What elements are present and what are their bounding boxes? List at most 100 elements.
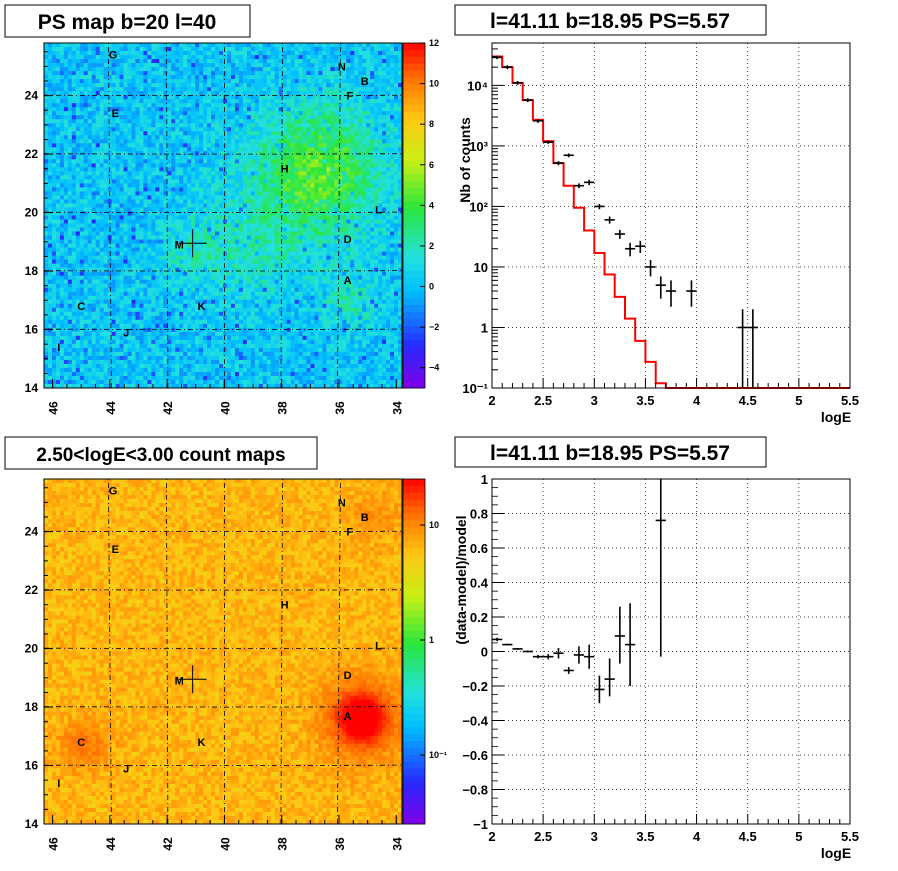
map-pixel [127, 203, 132, 208]
map-pixel [195, 311, 200, 317]
map-pixel [75, 283, 81, 289]
map-pixel [99, 207, 105, 212]
map-pixel [111, 159, 116, 164]
map-pixel [67, 311, 73, 317]
map-pixel [71, 315, 77, 321]
map-pixel [79, 319, 85, 325]
map-pixel [167, 119, 172, 124]
map-pixel [103, 139, 108, 144]
map-pixel [155, 335, 160, 341]
map-pixel [270, 383, 276, 389]
map-pixel [230, 115, 236, 120]
map-pixel [211, 315, 216, 321]
map-pixel [75, 103, 81, 108]
map-pixel [171, 167, 176, 172]
map-pixel [107, 219, 112, 224]
map-pixel [199, 207, 204, 212]
map-pixel [67, 195, 73, 200]
map-pixel [79, 207, 85, 212]
map-pixel [199, 283, 204, 289]
map-pixel [223, 155, 228, 160]
map-pixel [187, 219, 192, 224]
map-pixel [87, 151, 93, 156]
map-pixel [51, 267, 57, 273]
map-pixel [107, 155, 112, 160]
map-pixel [103, 259, 108, 264]
map-pixel [99, 203, 105, 208]
map-pixel [230, 347, 236, 353]
map-pixel [59, 91, 65, 96]
map-pixel [55, 111, 61, 116]
map-pixel [223, 115, 228, 120]
map-pixel [246, 191, 252, 196]
map-pixel [103, 331, 108, 337]
map-pixel [183, 303, 188, 309]
map-pixel [47, 119, 53, 124]
map-pixel [51, 115, 57, 120]
map-pixel [47, 87, 53, 92]
map-pixel [139, 235, 144, 240]
map-pixel [199, 303, 204, 309]
map-pixel [95, 255, 101, 260]
map-pixel [167, 375, 172, 381]
map-pixel [119, 231, 124, 236]
map-pixel [238, 247, 244, 252]
map-pixel [191, 383, 196, 389]
map-pixel [199, 147, 204, 152]
map-pixel [238, 323, 244, 329]
map-pixel [211, 119, 216, 124]
map-pixel [159, 171, 164, 176]
map-pixel [270, 71, 276, 76]
map-pixel [179, 167, 184, 172]
map-pixel [83, 243, 89, 248]
map-pixel [87, 147, 93, 152]
map-pixel [219, 343, 224, 349]
map-pixel [258, 127, 264, 132]
map-pixel [135, 171, 140, 176]
map-pixel [207, 167, 212, 172]
map-pixel [246, 55, 252, 60]
map-pixel [199, 199, 204, 204]
map-pixel [115, 99, 120, 104]
map-pixel [67, 327, 73, 333]
map-pixel [99, 239, 105, 244]
map-pixel [258, 231, 264, 236]
map-pixel [139, 347, 144, 353]
map-pixel [203, 219, 208, 224]
map-pixel [270, 359, 276, 365]
map-pixel [167, 99, 172, 104]
map-pixel [207, 131, 212, 136]
map-pixel [163, 167, 168, 172]
map-pixel [226, 99, 232, 104]
map-pixel [135, 103, 140, 108]
map-pixel [270, 95, 276, 100]
map-pixel [91, 207, 97, 212]
map-pixel [139, 55, 144, 60]
map-pixel [79, 171, 85, 176]
map-pixel [187, 67, 192, 72]
map-pixel [55, 371, 61, 377]
map-pixel [44, 91, 49, 96]
map-pixel [63, 43, 69, 48]
map-pixel [143, 191, 148, 196]
map-pixel [238, 319, 244, 325]
map-pixel [195, 279, 200, 285]
map-pixel [103, 107, 108, 112]
map-pixel [47, 127, 53, 132]
map-pixel [223, 311, 228, 317]
map-pixel [230, 291, 236, 297]
map-pixel [195, 179, 200, 184]
map-pixel [191, 315, 196, 321]
map-pixel [63, 95, 69, 100]
map-pixel [215, 187, 220, 192]
map-pixel [107, 59, 112, 64]
map-pixel [147, 263, 152, 268]
map-pixel [63, 79, 69, 84]
map-pixel [203, 111, 208, 116]
map-pixel [191, 379, 196, 385]
map-pixel [171, 107, 176, 112]
map-pixel [123, 171, 128, 176]
map-pixel [211, 199, 216, 204]
map-pixel [203, 255, 208, 260]
map-pixel [127, 111, 132, 116]
